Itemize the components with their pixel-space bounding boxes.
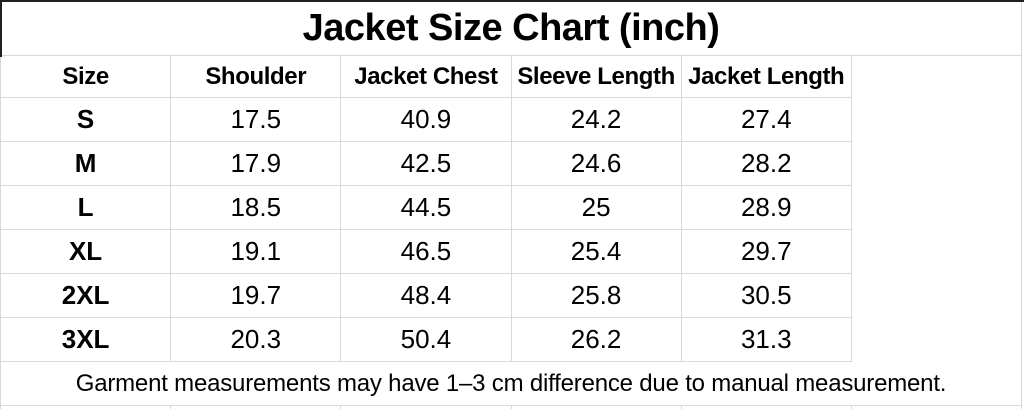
measurement-cell: 40.9 xyxy=(341,98,512,142)
size-label: M xyxy=(1,142,172,186)
size-label: L xyxy=(1,186,172,230)
measurement-cell: 19.1 xyxy=(171,230,342,274)
measurement-cell: 44.5 xyxy=(341,186,512,230)
column-header-size: Size xyxy=(1,56,172,98)
size-label: 2XL xyxy=(1,274,172,318)
measurement-cell: 19.7 xyxy=(171,274,342,318)
measurement-cell: 17.5 xyxy=(171,98,342,142)
column-header-shoulder: Shoulder xyxy=(171,56,342,98)
column-header-sleeve-length: Sleeve Length xyxy=(511,56,682,98)
measurement-cell: 25.4 xyxy=(511,230,682,274)
measurement-cell: 27.4 xyxy=(681,98,852,142)
measurement-cell: 26.2 xyxy=(511,318,682,362)
measurement-cell: 42.5 xyxy=(341,142,512,186)
measurement-cell: 28.9 xyxy=(681,186,852,230)
measurement-cell: 28.2 xyxy=(681,142,852,186)
chart-title: Jacket Size Chart (inch) xyxy=(1,2,1022,56)
partial-row-cell xyxy=(171,406,342,409)
partial-row-cell xyxy=(1,406,172,409)
size-label: S xyxy=(1,98,172,142)
empty-column-cell xyxy=(851,318,1022,362)
empty-column-cell xyxy=(851,186,1022,230)
partial-row-cell xyxy=(341,406,512,409)
measurement-cell: 24.2 xyxy=(511,98,682,142)
empty-column-cell xyxy=(851,56,1022,98)
measurement-cell: 18.5 xyxy=(171,186,342,230)
column-header-jacket-chest: Jacket Chest xyxy=(341,56,512,98)
size-label: XL xyxy=(1,230,172,274)
measurement-cell: 50.4 xyxy=(341,318,512,362)
partial-row-cell xyxy=(681,406,852,409)
measurement-cell: 48.4 xyxy=(341,274,512,318)
measurement-cell: 24.6 xyxy=(511,142,682,186)
column-header-jacket-length: Jacket Length xyxy=(681,56,852,98)
measurement-cell: 29.7 xyxy=(681,230,852,274)
measurement-cell: 31.3 xyxy=(681,318,852,362)
size-label: 3XL xyxy=(1,318,172,362)
measurement-cell: 17.9 xyxy=(171,142,342,186)
measurement-cell: 25 xyxy=(511,186,682,230)
measurement-cell: 46.5 xyxy=(341,230,512,274)
empty-column-cell xyxy=(851,142,1022,186)
empty-column-cell xyxy=(851,98,1022,142)
empty-column-cell xyxy=(851,274,1022,318)
partial-row-cell xyxy=(851,406,1022,409)
measurement-note: Garment measurements may have 1–3 cm dif… xyxy=(1,362,1022,406)
measurement-cell: 30.5 xyxy=(681,274,852,318)
partial-row-cell xyxy=(511,406,682,409)
measurement-cell: 25.8 xyxy=(511,274,682,318)
outer-border-left xyxy=(0,2,2,57)
empty-column-cell xyxy=(851,230,1022,274)
measurement-cell: 20.3 xyxy=(171,318,342,362)
